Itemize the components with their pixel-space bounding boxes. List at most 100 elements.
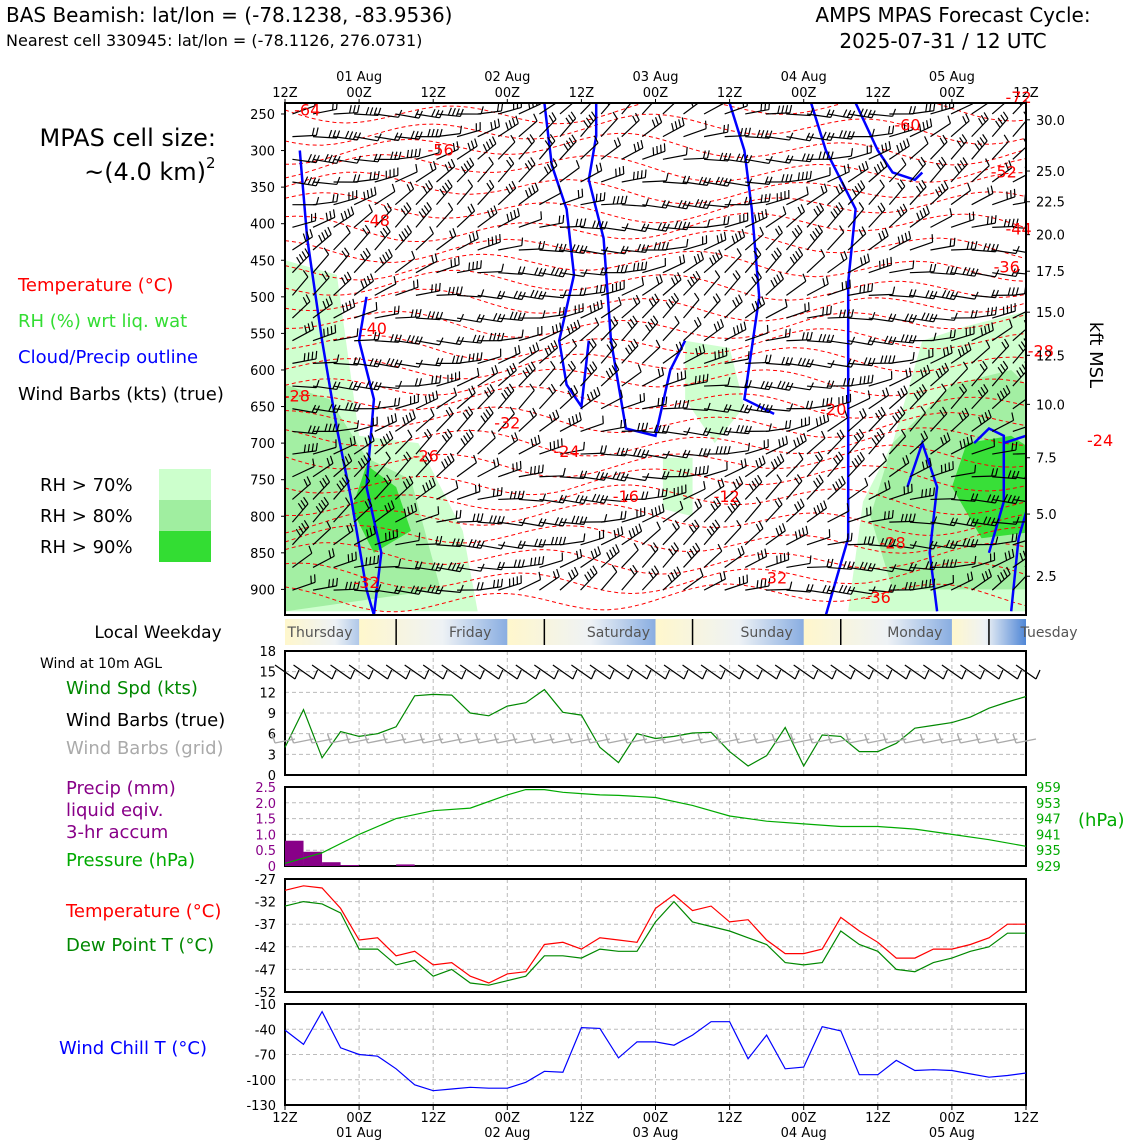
barb-flag <box>723 404 728 412</box>
barb-flag <box>559 322 562 331</box>
barb-shaft <box>415 513 439 523</box>
barb-flag <box>1027 318 1030 325</box>
barb-flag <box>526 137 533 145</box>
bottom-tick-label: 00Z <box>643 1111 669 1126</box>
barb-flag <box>776 474 782 482</box>
barb-flag <box>532 407 537 416</box>
wind-barb <box>580 493 609 504</box>
surface-barb-grid-flag <box>604 733 610 744</box>
barb-flag <box>592 565 598 573</box>
barb-flag <box>794 503 799 512</box>
wind-barb <box>950 134 968 160</box>
wind-barb <box>621 542 639 568</box>
barb-flag <box>534 267 539 276</box>
barb-shaft <box>1012 174 1026 183</box>
barb-flag <box>753 273 760 281</box>
wind-barb <box>971 536 999 546</box>
wind-barb <box>888 406 906 432</box>
barb-flag <box>373 153 378 162</box>
wind-barb <box>889 483 913 501</box>
barb-flag <box>712 254 717 263</box>
barb-flag <box>897 409 903 417</box>
wind-barb <box>353 302 378 319</box>
barb-shaft <box>292 158 317 164</box>
barb-shaft <box>704 204 729 208</box>
barb-flag <box>970 538 975 547</box>
barb-flag <box>867 253 870 262</box>
barb-flag <box>842 585 848 594</box>
barb-flag <box>468 388 473 396</box>
barb-flag <box>949 208 953 217</box>
wind-barb <box>353 525 376 546</box>
barb-flag <box>744 458 747 467</box>
wind-barb <box>971 103 990 115</box>
wind-barb <box>374 109 403 118</box>
wind-barb <box>621 89 638 115</box>
barb-flag <box>900 429 907 437</box>
wind-barb <box>806 413 830 432</box>
barb-flag <box>637 448 642 457</box>
barb-flag <box>923 367 928 376</box>
barb-flag <box>813 507 818 516</box>
barb-flag <box>945 266 950 275</box>
barb-flag <box>369 527 373 536</box>
barb-flag <box>341 250 347 258</box>
barb-flag <box>925 459 929 468</box>
barb-flag <box>487 210 492 219</box>
barb-flag <box>595 285 599 294</box>
barb-flag <box>505 186 511 194</box>
barb-flag <box>550 536 555 545</box>
barb-flag <box>448 406 454 415</box>
barb-flag <box>459 286 463 295</box>
wind-barb <box>518 211 543 228</box>
barb-flag <box>850 131 855 140</box>
barb-flag <box>633 89 638 96</box>
barb-flag <box>819 502 824 511</box>
temp-label: Temperature (°C) <box>65 901 221 922</box>
wind-barb <box>827 410 849 432</box>
barb-flag <box>727 199 732 208</box>
wind-barb <box>724 270 741 296</box>
barb-flag <box>921 580 924 589</box>
surface-barb-grid <box>534 738 555 744</box>
barb-flag <box>830 380 835 389</box>
wind-barb <box>477 578 504 591</box>
surface-barb-grid-flag <box>549 733 554 744</box>
barb-shaft <box>847 397 871 410</box>
barb-flag <box>1019 103 1022 106</box>
barb-flag <box>894 412 901 420</box>
barb-flag <box>842 130 847 139</box>
barb-shaft <box>662 154 687 160</box>
barb-flag <box>418 211 425 219</box>
wind-barb <box>683 235 708 251</box>
barb-flag <box>700 92 703 99</box>
bottom-tick-label: 12Z <box>717 1111 743 1126</box>
barb-flag <box>415 163 418 173</box>
wind-barb <box>683 542 701 568</box>
barb-flag <box>943 180 949 189</box>
barb-shaft <box>703 276 721 296</box>
temperature-isotherm <box>285 113 1026 146</box>
barb-flag <box>656 145 659 155</box>
barb-flag <box>856 454 863 463</box>
wind-barb <box>971 409 992 432</box>
wind-barb <box>971 112 989 138</box>
barb-flag <box>791 230 798 239</box>
barb-flag <box>555 324 559 333</box>
barb-flag <box>645 491 649 500</box>
barb-flag <box>797 224 803 233</box>
wind-barb <box>827 279 851 296</box>
wind-barb <box>765 328 791 342</box>
barb-flag <box>485 141 491 150</box>
barb-flag <box>532 344 537 353</box>
barb-flag <box>747 442 751 451</box>
wind-barb <box>765 551 790 569</box>
barb-flag <box>571 515 576 524</box>
barb-flag <box>867 375 870 384</box>
barb-flag <box>575 414 579 423</box>
barb-flag <box>819 416 822 425</box>
wind-barb <box>374 167 399 183</box>
wind-barb <box>497 406 515 432</box>
barb-flag <box>469 157 475 165</box>
barb-flag <box>585 117 592 125</box>
